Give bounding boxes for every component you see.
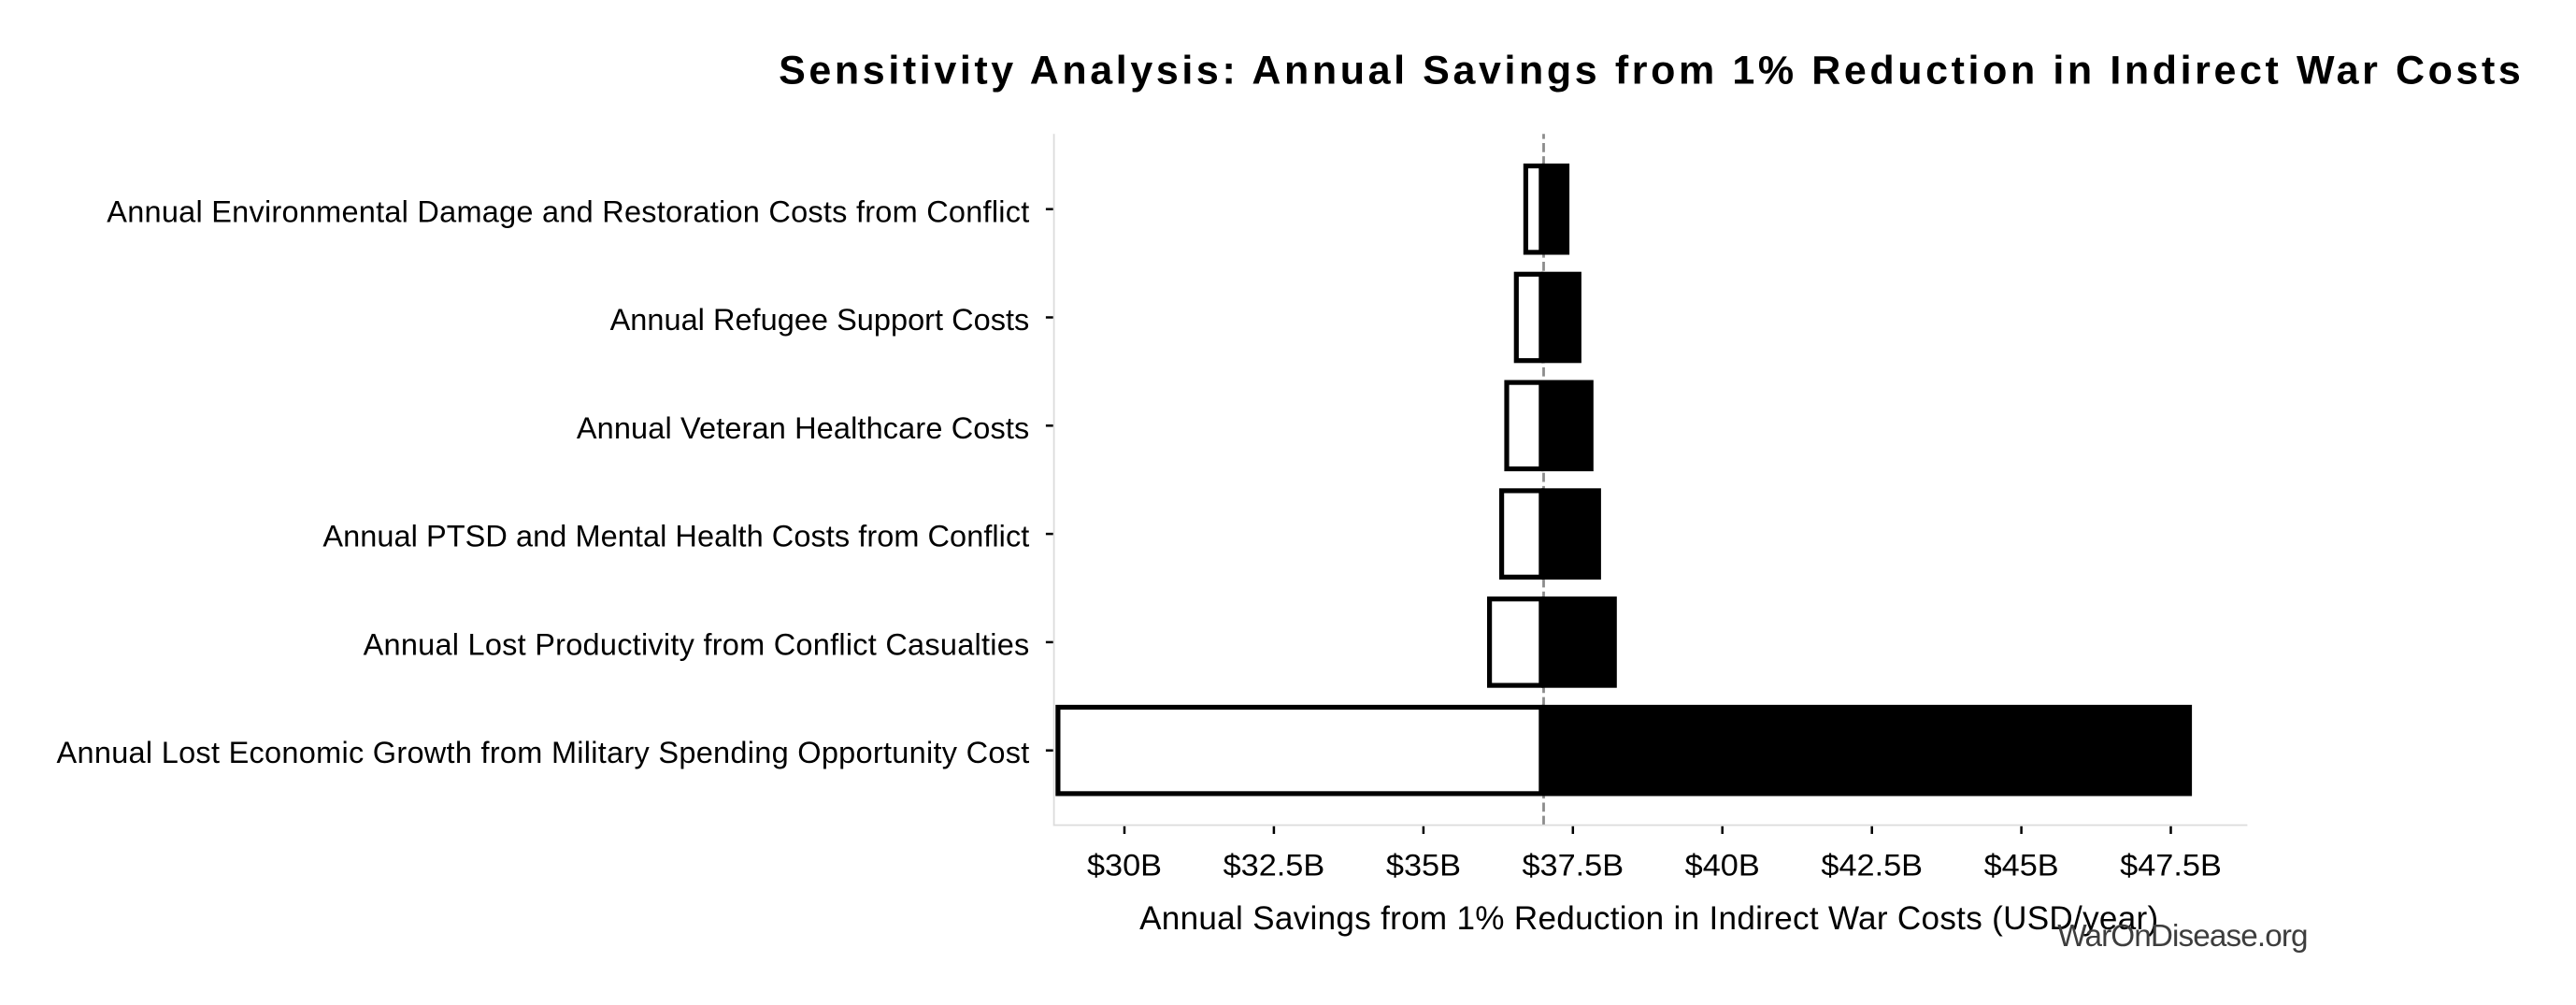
svg-text:Annual Lost Economic Growth fr: Annual Lost Economic Growth from Militar… — [57, 736, 1030, 769]
svg-text:Annual Refugee Support Costs: Annual Refugee Support Costs — [610, 303, 1030, 337]
svg-text:$32.5B: $32.5B — [1224, 849, 1325, 883]
svg-text:$45B: $45B — [1984, 849, 2059, 883]
svg-text:WarOnDisease.org: WarOnDisease.org — [2057, 919, 2308, 954]
svg-text:Sensitivity Analysis: Annual S: Sensitivity Analysis: Annual Savings fro… — [779, 49, 2524, 93]
svg-text:Annual Savings from 1% Reducti: Annual Savings from 1% Reduction in Indi… — [1139, 900, 2158, 937]
svg-text:$47.5B: $47.5B — [2120, 849, 2222, 883]
svg-text:Annual Environmental Damage an: Annual Environmental Damage and Restorat… — [107, 194, 1029, 228]
svg-text:$40B: $40B — [1685, 849, 1760, 883]
svg-text:$35B: $35B — [1386, 849, 1461, 883]
svg-text:$42.5B: $42.5B — [1821, 849, 1923, 883]
svg-text:$37.5B: $37.5B — [1522, 849, 1624, 883]
svg-text:Annual Veteran Healthcare Cost: Annual Veteran Healthcare Costs — [577, 411, 1030, 445]
svg-text:Annual PTSD and Mental Health: Annual PTSD and Mental Health Costs from… — [322, 520, 1029, 553]
svg-text:Annual Lost Productivity from: Annual Lost Productivity from Conflict C… — [364, 627, 1030, 661]
svg-text:$30B: $30B — [1087, 849, 1162, 883]
